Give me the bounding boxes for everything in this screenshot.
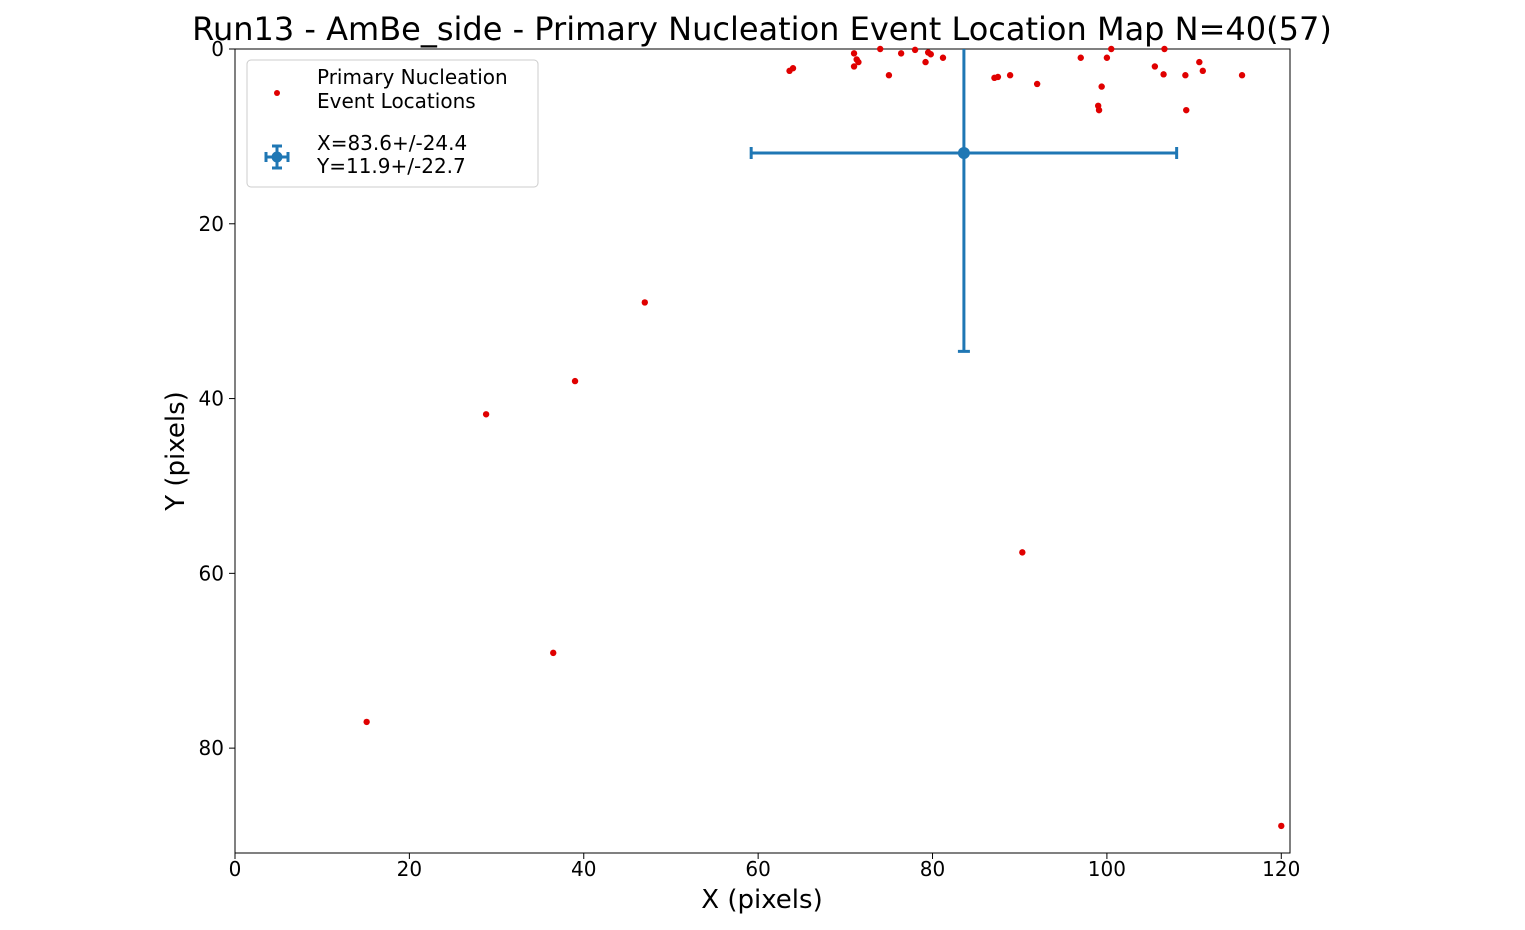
x-tick-label: 20 <box>397 857 422 881</box>
data-point <box>855 58 862 66</box>
centroid-marker <box>957 146 970 159</box>
legend-label-points: Event Locations <box>317 89 476 113</box>
data-point <box>1182 72 1189 79</box>
data-point <box>1183 106 1190 114</box>
x-tick-label: 100 <box>1088 857 1126 881</box>
data-point <box>1196 58 1203 66</box>
x-tick-label: 60 <box>745 857 770 881</box>
x-tick-label: 40 <box>571 857 596 881</box>
data-point <box>482 411 490 418</box>
data-point <box>641 299 648 306</box>
data-point <box>1095 106 1103 114</box>
data-point <box>1238 72 1246 79</box>
y-axis-label: Y (pixels) <box>161 391 191 512</box>
y-tick-label: 0 <box>211 37 224 61</box>
data-point <box>1098 83 1105 90</box>
x-tick-label: 80 <box>920 857 945 881</box>
data-point <box>1160 71 1167 78</box>
x-tick-label: 0 <box>229 857 242 881</box>
data-point <box>789 65 797 72</box>
data-point <box>885 72 893 79</box>
data-point <box>994 73 1002 81</box>
data-point <box>850 50 858 57</box>
y-tick-label: 20 <box>199 212 224 236</box>
data-point <box>571 377 579 385</box>
data-point <box>897 50 905 57</box>
data-point <box>850 63 858 70</box>
plot-area: 0 20 40 60 80 100 120 0 20 40 60 80 <box>199 37 1301 881</box>
x-tick-label: 120 <box>1262 857 1300 881</box>
legend-marker-points <box>274 90 280 96</box>
y-tick-label: 60 <box>199 561 224 585</box>
data-point <box>1033 80 1041 88</box>
legend-label-points: Primary Nucleation <box>317 65 508 89</box>
data-point <box>1278 822 1285 830</box>
data-point <box>1161 45 1168 53</box>
data-point <box>1019 549 1026 556</box>
data-point <box>939 54 947 61</box>
data-point <box>363 718 370 726</box>
data-point <box>1077 54 1084 61</box>
data-point <box>550 649 557 657</box>
data-point <box>877 45 884 53</box>
data-point <box>1103 54 1111 61</box>
legend-label-centroid: X=83.6+/-24.4 <box>317 131 467 155</box>
legend-box <box>246 59 539 188</box>
y-tick-label: 80 <box>199 736 224 760</box>
legend-label-centroid: Y=11.9+/-22.7 <box>316 154 466 178</box>
data-point <box>1199 67 1207 75</box>
data-point <box>1108 45 1115 53</box>
legend-marker-centroid <box>271 151 283 163</box>
data-point <box>911 46 919 54</box>
data-point <box>922 58 929 66</box>
data-point <box>1151 63 1159 70</box>
axes-frame <box>234 48 1291 854</box>
y-tick-label: 40 <box>199 387 224 411</box>
chart-title: Run13 - AmBe_side - Primary Nucleation E… <box>192 10 1332 48</box>
x-axis-label: X (pixels) <box>701 885 822 915</box>
data-point <box>1006 72 1014 79</box>
data-point <box>927 51 934 58</box>
